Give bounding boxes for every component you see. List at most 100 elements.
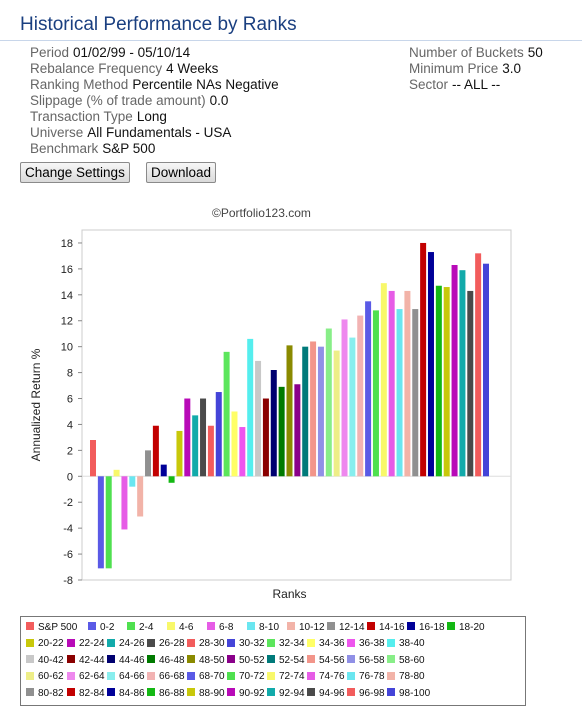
param-label: Universe <box>30 125 84 140</box>
bar-90-92 <box>451 265 458 477</box>
bar-36-38 <box>239 427 246 477</box>
legend-label: 70-72 <box>239 671 265 683</box>
legend-swatch <box>147 655 155 664</box>
y-tick-label: 4 <box>67 419 73 431</box>
legend-swatch <box>267 638 275 647</box>
legend-item: 94-96 <box>307 687 345 701</box>
legend-item: 86-88 <box>147 687 185 701</box>
bar-54-56 <box>310 341 317 477</box>
legend-swatch <box>407 622 415 631</box>
legend-swatch <box>227 671 235 680</box>
legend-swatch <box>307 671 315 680</box>
legend-swatch <box>387 655 395 664</box>
bar-64-66 <box>349 337 356 477</box>
download-button[interactable]: Download <box>146 162 217 183</box>
change-settings-button[interactable]: Change Settings <box>20 162 130 183</box>
bar-60-62 <box>333 350 340 477</box>
legend-label: 58-60 <box>399 654 425 666</box>
param-label: Period <box>30 45 70 60</box>
legend-item: 40-42 <box>26 654 64 668</box>
title-divider <box>0 40 582 41</box>
param-label: Transaction Type <box>30 109 133 124</box>
legend-item: 24-26 <box>107 637 145 651</box>
legend-label: 8-10 <box>259 622 280 633</box>
legend-label: 94-96 <box>319 687 345 699</box>
param-value: Long <box>136 109 167 124</box>
y-tick-label: 14 <box>61 290 73 302</box>
legend-item: 46-48 <box>147 654 185 668</box>
legend-label: 16-18 <box>419 622 445 633</box>
legend-label: 14-16 <box>379 622 405 633</box>
y-tick-label: 10 <box>61 342 73 354</box>
legend-item: 66-68 <box>147 670 185 684</box>
legend-swatch <box>267 655 275 664</box>
copyright-watermark: ©Portfolio123.com <box>212 206 311 220</box>
bar-12-14 <box>145 450 152 477</box>
param-value: 4 Weeks <box>166 61 219 76</box>
legend-label: 54-56 <box>319 654 345 666</box>
legend-swatch <box>347 655 355 664</box>
legend-item: 84-86 <box>107 687 145 701</box>
y-tick-label: 8 <box>67 368 73 380</box>
y-tick-label: -8 <box>63 575 73 587</box>
legend-label: 38-40 <box>399 638 425 650</box>
legend-item: 38-40 <box>387 637 425 651</box>
legend-label: 32-34 <box>279 638 305 650</box>
param-row: Ranking Method Percentile NAs Negative <box>30 77 279 93</box>
page-title: Historical Performance by Ranks <box>20 14 297 35</box>
legend-swatch <box>307 655 315 664</box>
y-axis-label: Annualized Return % <box>29 348 43 461</box>
legend-label: 86-88 <box>159 687 185 699</box>
legend-swatch <box>67 687 75 696</box>
legend-label: 74-76 <box>319 671 345 683</box>
legend-item: 60-62 <box>26 670 64 684</box>
legend-swatch <box>147 671 155 680</box>
legend-swatch <box>227 655 235 664</box>
bar-40-42 <box>255 360 262 477</box>
legend-item: 88-90 <box>187 687 225 701</box>
legend-label: 18-20 <box>459 622 485 633</box>
parameters-right: Number of Buckets 50 Minimum Price 3.0 Secto… <box>409 45 543 93</box>
legend-item: 36-38 <box>347 637 385 651</box>
legend-item: 68-70 <box>187 670 225 684</box>
legend-label: 12-14 <box>339 622 365 633</box>
legend-item: 52-54 <box>267 654 305 668</box>
legend-item: 74-76 <box>307 670 345 684</box>
bar-14-16 <box>152 425 159 477</box>
legend-label: 50-52 <box>239 654 265 666</box>
legend-item: 44-46 <box>107 654 145 668</box>
legend-swatch <box>147 687 155 696</box>
legend-label: 2-4 <box>139 622 154 633</box>
param-label: Rebalance Frequency <box>30 61 163 76</box>
bar-52-54 <box>302 346 309 477</box>
param-value: 50 <box>527 45 543 60</box>
legend-item: 98-100 <box>387 687 430 701</box>
legend-swatch <box>347 687 355 696</box>
bar-8-10 <box>129 476 136 487</box>
bar-86-88 <box>435 285 442 477</box>
legend-item: 20-22 <box>26 637 64 651</box>
legend-label: 30-32 <box>239 638 265 650</box>
legend-item: 8-10 <box>247 621 279 635</box>
legend-swatch <box>387 687 395 696</box>
legend-swatch <box>187 687 195 696</box>
bar-24-26 <box>192 415 199 477</box>
legend-swatch <box>187 655 195 664</box>
legend-swatch <box>107 638 115 647</box>
legend-label: 46-48 <box>159 654 185 666</box>
legend-label: 56-58 <box>359 654 385 666</box>
param-label: Ranking Method <box>30 77 129 92</box>
bar-62-64 <box>341 319 348 477</box>
param-row: Transaction Type Long <box>30 109 279 125</box>
legend-swatch <box>367 622 375 631</box>
legend-item: 6-8 <box>207 621 233 635</box>
param-label: Benchmark <box>30 141 99 156</box>
legend-swatch <box>327 622 335 631</box>
legend-swatch <box>67 655 75 664</box>
legend-swatch <box>247 622 255 631</box>
bar-26-28 <box>200 398 207 477</box>
y-tick-label: 6 <box>67 394 73 406</box>
legend-label: 82-84 <box>79 687 105 699</box>
bar-68-70 <box>365 301 372 477</box>
param-value: 0.0 <box>209 93 229 108</box>
